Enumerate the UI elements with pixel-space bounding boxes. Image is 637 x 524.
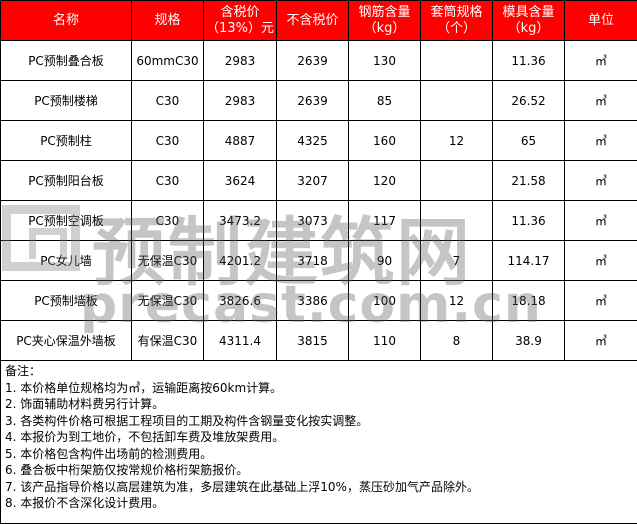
table-cell: 2639 <box>277 81 349 121</box>
table-cell: 无保温C30 <box>132 241 204 281</box>
table-cell: 65 <box>493 121 565 161</box>
table-cell: 4311.4 <box>204 321 277 361</box>
table-cell: PC预制阳台板 <box>1 161 132 201</box>
table-cell: ㎥ <box>565 281 637 321</box>
table-cell: 11.36 <box>493 201 565 241</box>
table-cell: 2983 <box>204 41 277 81</box>
table-cell: 3473.2 <box>204 201 277 241</box>
notes: 备注：1. 本价格单位规格均为㎥，运输距离按60km计算。2. 饰面辅助材料费另… <box>1 361 637 524</box>
table-cell: 11.36 <box>493 41 565 81</box>
table-cell: ㎥ <box>565 161 637 201</box>
table-cell: 12 <box>421 121 493 161</box>
table-cell: 3386 <box>277 281 349 321</box>
table-cell: ㎥ <box>565 241 637 281</box>
table-cell: 26.52 <box>493 81 565 121</box>
table-cell: 60mmC30 <box>132 41 204 81</box>
table-cell: 有保温C30 <box>132 321 204 361</box>
table-cell: 110 <box>349 321 421 361</box>
column-header: 钢筋含量（kg） <box>349 1 421 41</box>
note-item: 7. 该产品指导价格以高层建筑为准，多层建筑在此基础上浮10%，蒸压砂加气产品除… <box>5 479 633 496</box>
table-cell: 4201.2 <box>204 241 277 281</box>
table-cell: PC预制墙板 <box>1 281 132 321</box>
table-cell: 3815 <box>277 321 349 361</box>
table-cell <box>421 161 493 201</box>
table-cell: 160 <box>349 121 421 161</box>
table-cell: 3826.6 <box>204 281 277 321</box>
table-cell: 18.18 <box>493 281 565 321</box>
table-cell: C30 <box>132 161 204 201</box>
table-cell: 85 <box>349 81 421 121</box>
table-cell: PC夹心保温外墙板 <box>1 321 132 361</box>
table-cell: 38.9 <box>493 321 565 361</box>
note-item: 4. 本报价为到工地价，不包括卸车费及堆放架费用。 <box>5 429 633 446</box>
column-header: 规格 <box>132 1 204 41</box>
note-item: 8. 本报价不含深化设计费用。 <box>5 495 633 512</box>
table-cell: 2639 <box>277 41 349 81</box>
table-cell: 3207 <box>277 161 349 201</box>
table-cell: PC女儿墙 <box>1 241 132 281</box>
table-cell: 120 <box>349 161 421 201</box>
column-header: 含税价（13%）元 <box>204 1 277 41</box>
table-cell: PC预制楼梯 <box>1 81 132 121</box>
table-cell <box>421 41 493 81</box>
table-cell: 无保温C30 <box>132 281 204 321</box>
table-cell: 130 <box>349 41 421 81</box>
table-cell: 90 <box>349 241 421 281</box>
note-item: 2. 饰面辅助材料费另行计算。 <box>5 396 633 413</box>
table-cell <box>421 201 493 241</box>
table-cell: ㎥ <box>565 41 637 81</box>
note-item: 3. 各类构件价格可根据工程项目的工期及构件含钢量变化按实调整。 <box>5 413 633 430</box>
table-cell: C30 <box>132 121 204 161</box>
column-header: 套筒规格（个） <box>421 1 493 41</box>
note-item: 6. 叠合板中桁架筋仅按常规价格桁架筋报价。 <box>5 462 633 479</box>
table-cell: 4887 <box>204 121 277 161</box>
column-header: 不含税价 <box>277 1 349 41</box>
header-row: 名称规格含税价（13%）元不含税价钢筋含量（kg）套筒规格（个）模具含量（kg）… <box>1 1 637 41</box>
table-cell: 3624 <box>204 161 277 201</box>
table-cell: 117 <box>349 201 421 241</box>
table-cell: 8 <box>421 321 493 361</box>
table-cell: C30 <box>132 201 204 241</box>
table-cell: 7 <box>421 241 493 281</box>
table-cell: ㎥ <box>565 81 637 121</box>
table-cell: PC预制柱 <box>1 121 132 161</box>
column-header: 单位 <box>565 1 637 41</box>
column-header: 名称 <box>1 1 132 41</box>
note-item: 1. 本价格单位规格均为㎥，运输距离按60km计算。 <box>5 380 633 397</box>
table-cell: ㎥ <box>565 321 637 361</box>
table-cell: 3718 <box>277 241 349 281</box>
table-cell: 3073 <box>277 201 349 241</box>
table-cell: PC预制空调板 <box>1 201 132 241</box>
table-cell: PC预制叠合板 <box>1 41 132 81</box>
table-cell <box>421 81 493 121</box>
table-cell: 100 <box>349 281 421 321</box>
table-cell: 2983 <box>204 81 277 121</box>
notes-title: 备注： <box>5 363 633 380</box>
table-cell: 12 <box>421 281 493 321</box>
table-cell: 4325 <box>277 121 349 161</box>
column-header: 模具含量（kg） <box>493 1 565 41</box>
note-item: 5. 本价格包含构件出场前的检测费用。 <box>5 446 633 463</box>
table-cell: ㎥ <box>565 201 637 241</box>
table-cell: C30 <box>132 81 204 121</box>
table-cell: 21.58 <box>493 161 565 201</box>
table-cell: ㎥ <box>565 121 637 161</box>
table-cell: 114.17 <box>493 241 565 281</box>
